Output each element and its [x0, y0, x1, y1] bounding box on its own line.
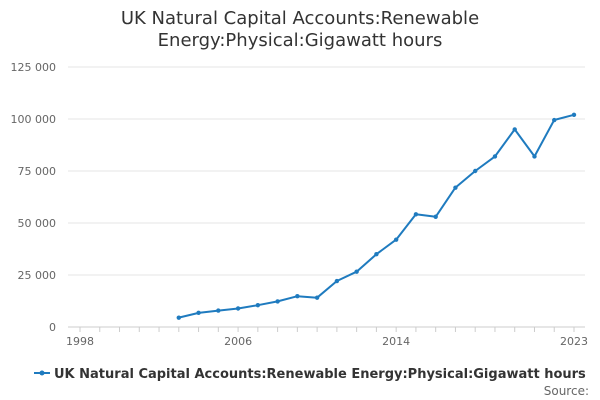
data-point[interactable]: [334, 278, 340, 284]
y-tick-label: 75 000: [18, 165, 57, 178]
y-tick-label: 50 000: [18, 217, 57, 230]
legend-series-label[interactable]: UK Natural Capital Accounts:Renewable En…: [54, 367, 586, 382]
y-tick-label: 0: [49, 321, 56, 334]
data-point[interactable]: [275, 299, 280, 304]
x-tick-label: 1998: [66, 335, 94, 348]
data-point[interactable]: [532, 154, 537, 159]
chart-title-line-1: UK Natural Capital Accounts:Renewable: [121, 8, 479, 29]
x-tick-label: 2006: [224, 335, 252, 348]
data-point[interactable]: [393, 237, 399, 242]
data-point[interactable]: [176, 315, 181, 320]
axes: [68, 326, 585, 332]
data-point[interactable]: [374, 252, 379, 257]
y-axis-tick-labels: 0 25 000 50 000 75 000 100 000 125 000: [11, 61, 57, 334]
data-point[interactable]: [255, 302, 261, 308]
data-point[interactable]: [196, 310, 201, 316]
data-point[interactable]: [433, 214, 438, 219]
data-point[interactable]: [216, 308, 221, 313]
data-point[interactable]: [453, 185, 458, 190]
data-point[interactable]: [354, 269, 359, 274]
source-label: Source:: [544, 384, 589, 398]
data-point[interactable]: [512, 127, 517, 132]
x-axis-tick-labels: 1998 2006 2014 2023: [66, 335, 588, 348]
legend-marker-swatch: [39, 370, 45, 376]
chart-title-line-2: Energy:Physical:Gigawatt hours: [158, 30, 443, 51]
data-point[interactable]: [492, 154, 498, 159]
x-tick-label: 2023: [560, 335, 588, 348]
data-point[interactable]: [413, 212, 419, 217]
y-tick-label: 25 000: [18, 269, 57, 282]
data-point[interactable]: [235, 306, 241, 311]
data-point[interactable]: [552, 117, 557, 123]
chart-title: UK Natural Capital Accounts:Renewable En…: [121, 8, 479, 51]
gridlines: [68, 66, 585, 276]
legend[interactable]: UK Natural Capital Accounts:Renewable En…: [34, 367, 586, 382]
data-point[interactable]: [571, 112, 577, 118]
y-tick-label: 100 000: [11, 113, 57, 126]
x-tick-label: 2014: [382, 335, 410, 348]
data-point[interactable]: [295, 294, 300, 299]
data-point[interactable]: [314, 295, 320, 300]
data-point[interactable]: [473, 168, 478, 174]
series-group: [176, 112, 577, 320]
y-tick-label: 125 000: [11, 61, 57, 74]
series-line[interactable]: [178, 113, 575, 319]
